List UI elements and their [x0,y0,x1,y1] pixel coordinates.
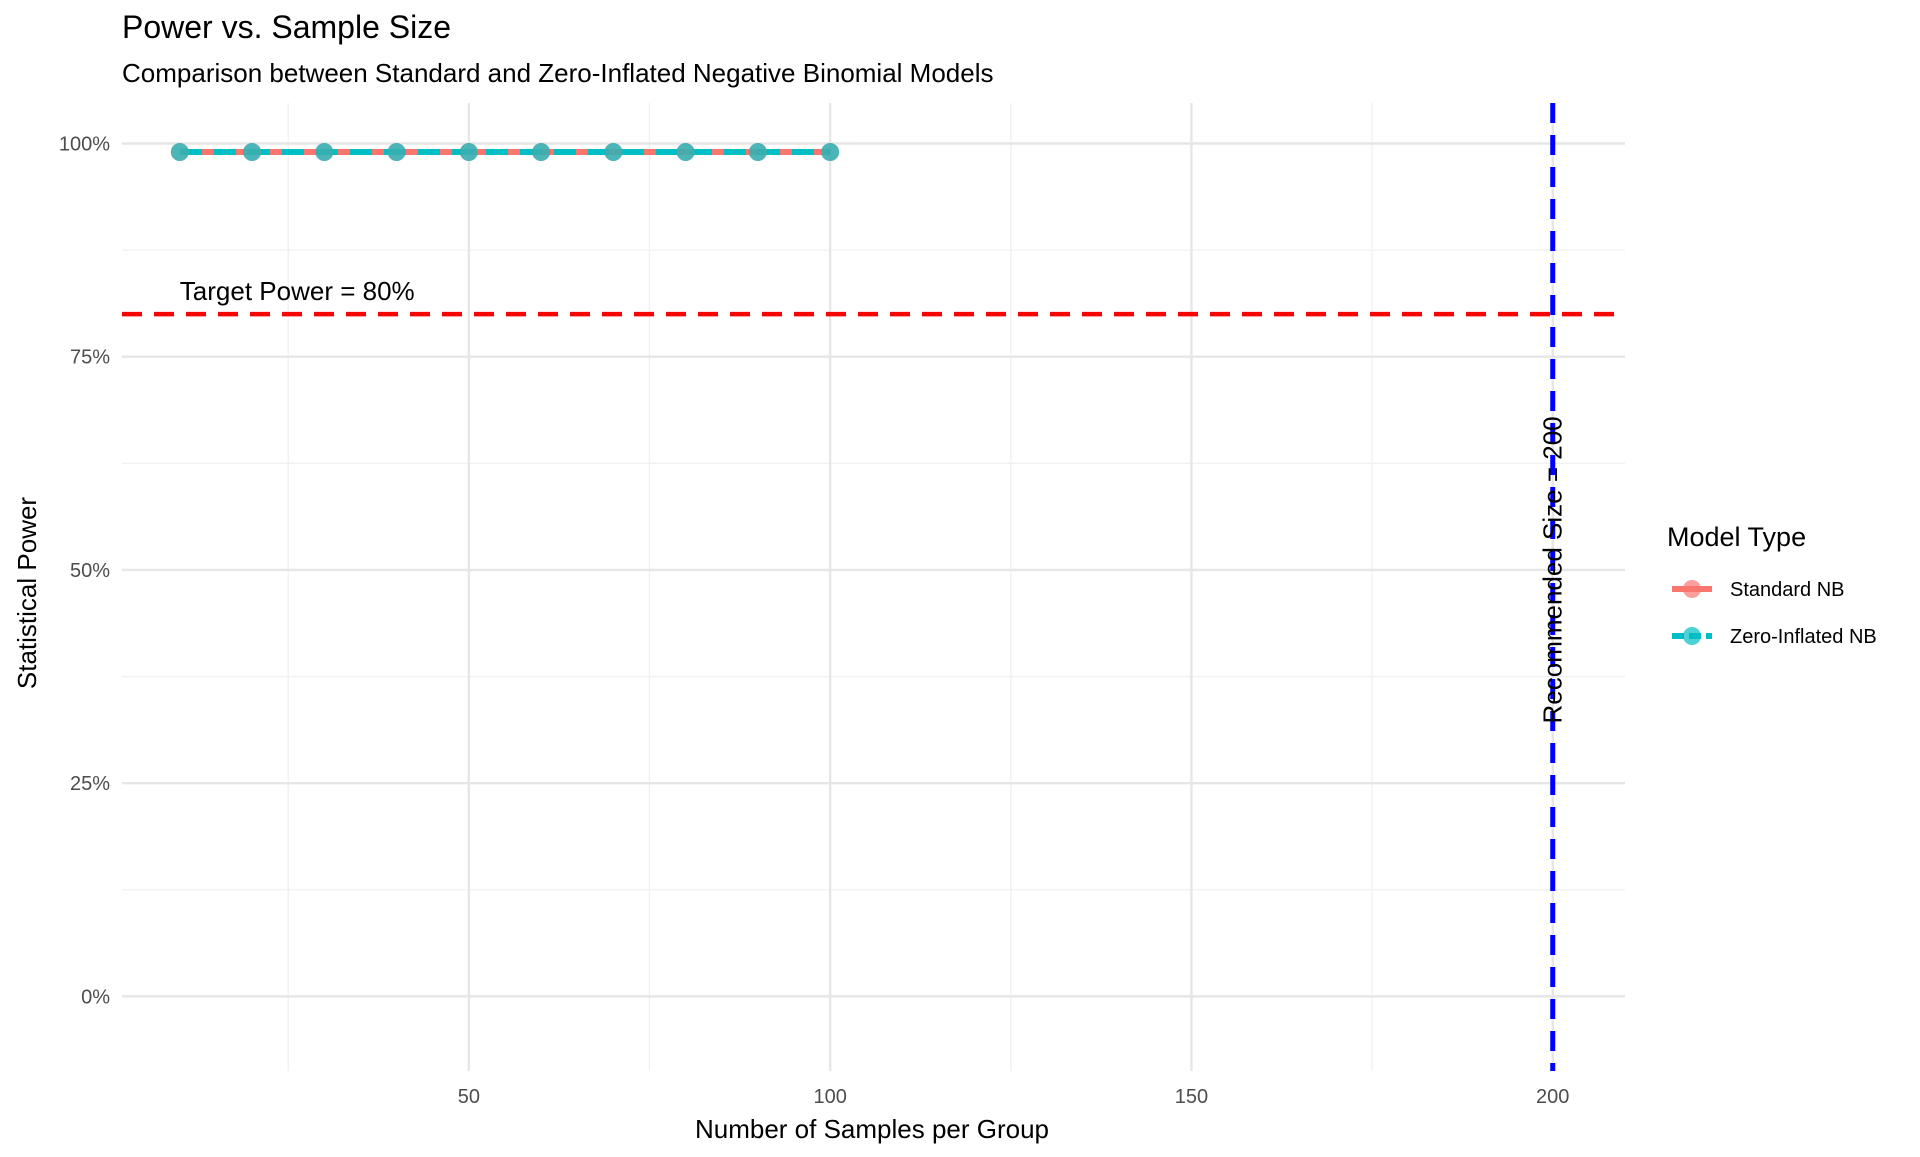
legend-title: Model Type [1667,522,1806,552]
y-tick-label: 50% [70,560,110,582]
series [170,143,840,162]
data-point-zero-inflated-nb [315,143,334,162]
data-point-zero-inflated-nb [459,143,478,162]
legend-key-point [1683,627,1701,645]
y-tick-label: 0% [81,986,110,1008]
x-tick-label: 100 [813,1086,846,1108]
legend-key-point [1683,580,1701,598]
legend-items: Standard NB Zero-Inflated NB [1672,579,1877,648]
recommended-size-label: Recommended Size = 200 [1538,416,1568,723]
data-point-zero-inflated-nb [676,143,695,162]
data-point-zero-inflated-nb [243,143,262,162]
data-point-zero-inflated-nb [604,143,623,162]
data-point-zero-inflated-nb [387,143,406,162]
y-axis-title: Statistical Power [12,497,42,690]
reference-lines [122,103,1625,1071]
chart-title: Power vs. Sample Size [122,9,451,45]
x-tick-label: 50 [458,1086,480,1108]
y-axis-ticks: 0% 25% 50% 75% 100% [59,134,110,1009]
y-tick-label: 100% [59,134,110,156]
data-point-zero-inflated-nb [532,143,551,162]
x-tick-label: 150 [1175,1086,1208,1108]
grid [122,103,1625,1071]
x-tick-label: 200 [1536,1086,1569,1108]
legend-item: Standard NB [1672,579,1845,601]
legend: Model Type Standard NB Zero-Inflated NB [1667,522,1877,648]
y-tick-label: 25% [70,773,110,795]
data-point-zero-inflated-nb [748,143,767,162]
y-tick-label: 75% [70,347,110,369]
legend-item: Zero-Inflated NB [1672,626,1877,648]
data-point-zero-inflated-nb [821,143,840,162]
legend-label: Standard NB [1730,579,1845,601]
annotations: Target Power = 80% Recommended Size = 200 [180,276,1568,723]
target-power-label: Target Power = 80% [180,276,415,306]
chart-subtitle: Comparison between Standard and Zero-Inf… [122,58,993,88]
legend-label: Zero-Inflated NB [1730,626,1877,648]
x-axis-title: Number of Samples per Group [695,1114,1049,1144]
data-point-zero-inflated-nb [170,143,189,162]
x-axis-ticks: 50 100 150 200 [458,1086,1570,1108]
